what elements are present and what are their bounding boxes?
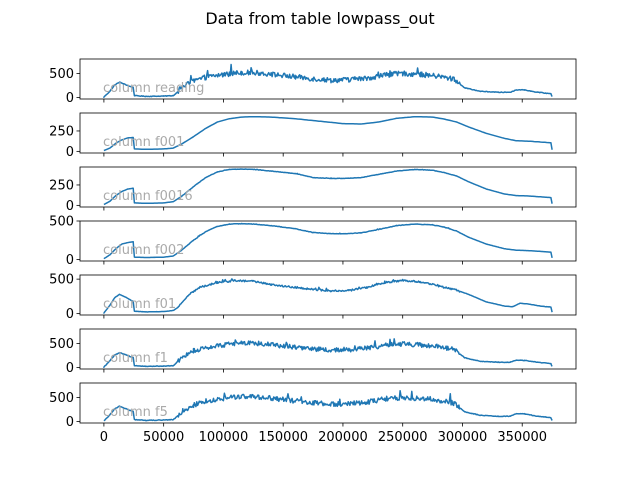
panel-label: column f0016	[103, 189, 193, 204]
panel-label: column reading	[103, 81, 204, 96]
y-tick-label: 0	[66, 415, 74, 430]
x-tick-label: 150000	[258, 430, 308, 445]
x-tick-label: 200000	[318, 430, 368, 445]
subplot-5: column f01 0 500	[49, 273, 577, 322]
subplot-7: column f5 0 500 0 50000 100000 150000 200000 250…	[49, 382, 577, 445]
subplot-1: column reading 0 500	[49, 58, 577, 106]
subplot-6: column f1 0 500	[49, 328, 577, 376]
y-tick-label: 500	[49, 273, 74, 288]
x-tick-label: 250000	[378, 430, 428, 445]
subplot-3: column f0016 0 250	[49, 166, 577, 214]
series-line	[103, 338, 553, 368]
x-tick-label: 0	[100, 430, 108, 445]
axes-frame	[79, 328, 577, 370]
axes-frame	[79, 58, 577, 100]
panel-label: column f5	[103, 405, 168, 420]
axes-frame	[79, 274, 577, 316]
panel-label: column f01	[103, 297, 176, 312]
y-tick-label: 0	[66, 199, 74, 214]
panel-label: column f001	[103, 135, 184, 150]
y-tick-label: 500	[49, 391, 74, 406]
y-tick-label: 500	[49, 215, 74, 230]
axes-frame	[79, 166, 577, 208]
x-tick-label: 50000	[143, 430, 184, 445]
y-tick-label: 500	[49, 67, 74, 82]
y-tick-label: 0	[66, 253, 74, 268]
series-line	[103, 168, 553, 206]
y-tick-label: 0	[66, 361, 74, 376]
axes-frame	[79, 220, 577, 262]
series-line	[103, 278, 553, 314]
y-tick-label: 500	[49, 337, 74, 352]
y-tick-label: 250	[49, 178, 74, 193]
y-tick-label: 250	[49, 124, 74, 139]
y-tick-label: 0	[66, 91, 74, 106]
series-line	[103, 115, 553, 152]
x-tick-label: 300000	[438, 430, 488, 445]
x-tick-label: 100000	[199, 430, 249, 445]
subplot-4: column f002 0 500	[49, 215, 577, 268]
subplot-2: column f001 0 250	[49, 112, 577, 160]
chart-title: Data from table lowpass_out	[205, 9, 434, 29]
series-line	[103, 390, 553, 422]
axes-frame	[79, 112, 577, 154]
series-line	[103, 222, 553, 260]
panel-label: column f002	[103, 243, 184, 258]
axes-frame	[79, 382, 577, 424]
x-tick-label: 350000	[497, 430, 547, 445]
panel-label: column f1	[103, 351, 168, 366]
y-tick-label: 0	[66, 307, 74, 322]
series-line	[103, 63, 553, 98]
y-tick-label: 0	[66, 145, 74, 160]
